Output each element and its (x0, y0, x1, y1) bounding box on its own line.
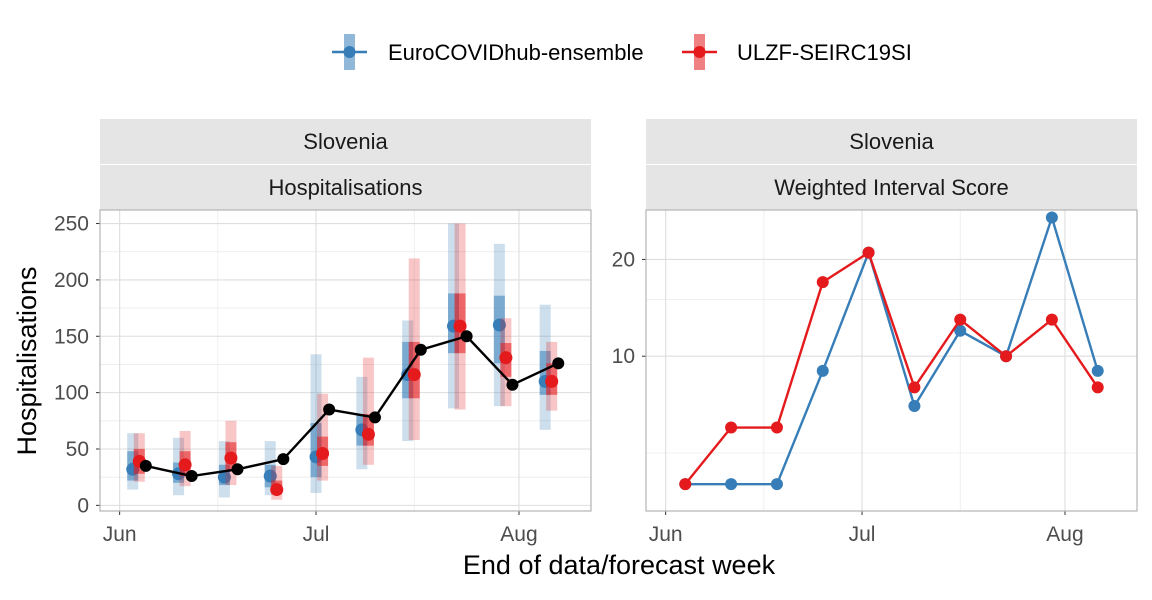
y-tick-label: 200 (54, 269, 89, 292)
outer-interval (362, 357, 374, 465)
wis-line (684, 250, 1099, 485)
right-panel-strips: Slovenia Weighted Interval Score (646, 119, 1137, 210)
observed-point (414, 343, 427, 356)
x-tick-label: Jun (649, 523, 683, 546)
inner-interval (310, 423, 322, 478)
y-tick-label: 250 (54, 213, 89, 236)
right-strip-bottom-label: Weighted Interval Score (774, 175, 1008, 200)
median-point (499, 351, 513, 365)
wis-point (725, 478, 738, 491)
inner-interval (539, 350, 551, 395)
x-axis-title: End of data/forecast week (463, 550, 776, 580)
observed-point (139, 459, 152, 472)
wis-point (725, 421, 738, 434)
legend-item-ensemble: EuroCOVIDhub-ensemble (332, 34, 644, 70)
right-strip-top-label: Slovenia (849, 129, 934, 154)
x-tick-label: Jun (103, 523, 137, 546)
median-point (361, 427, 375, 441)
observed-point (185, 470, 198, 483)
median-point (270, 483, 284, 497)
legend-item-ulzf: ULZF-SEIRC19SI (682, 34, 912, 70)
y-tick-label: 150 (54, 325, 89, 348)
y-tick-label: 100 (54, 382, 89, 405)
x-tick-label: Aug (1046, 523, 1083, 546)
median-point (178, 458, 192, 472)
right-strip-top (646, 119, 1137, 164)
legend: EuroCOVIDhub-ensemble ULZF-SEIRC19SI (332, 34, 912, 70)
panel-background (646, 210, 1137, 511)
median-point (217, 470, 231, 484)
wis-point (862, 246, 875, 259)
median-point (545, 374, 559, 388)
wis-point (770, 478, 783, 491)
y-axis-title: Hospitalisations (12, 266, 42, 455)
x-tick-label: Jul (303, 523, 330, 546)
median-point (263, 469, 277, 483)
wis-point (1045, 313, 1058, 326)
x-tick-label: Jul (849, 523, 876, 546)
wis-line (685, 213, 1099, 486)
median-point (316, 447, 330, 461)
y-tick-label: 10 (612, 345, 635, 368)
y-tick-label: 20 (612, 248, 635, 271)
left-panel-strips: Slovenia Hospitalisations (100, 119, 591, 210)
median-point (453, 319, 467, 333)
left-strip-top (100, 119, 591, 164)
observed-point (552, 357, 565, 370)
wis-point (679, 478, 692, 491)
observed-line (145, 334, 559, 478)
observed-point (506, 378, 519, 391)
wis-series-ulzf (679, 246, 1104, 491)
median-point (492, 318, 506, 332)
legend-key-ensemble-point (343, 46, 356, 58)
wis-point (1000, 350, 1013, 363)
wis-point (954, 313, 967, 326)
wis-point (1045, 211, 1058, 224)
median-point (407, 368, 421, 382)
wis-point (1091, 381, 1104, 394)
observed-point (368, 411, 381, 424)
y-tick-label: 50 (66, 438, 89, 461)
wis-point (816, 276, 829, 289)
y-tick-label: 0 (77, 494, 89, 517)
left-strip-bottom (100, 165, 591, 210)
left-panel-plot: 0 50 100 150 200 250 Jun Jul Aug (54, 209, 592, 546)
observed-point (460, 330, 473, 343)
right-strip-bottom (646, 165, 1137, 210)
left-strip-bottom-label: Hospitalisations (268, 175, 422, 200)
median-point (224, 451, 238, 465)
wis-point (908, 400, 921, 413)
legend-label-ensemble: EuroCOVIDhub-ensemble (388, 40, 644, 65)
wis-point (1091, 364, 1104, 377)
panel-border (99, 209, 592, 512)
x-tick-label: Aug (500, 523, 537, 546)
panel-border (645, 209, 1138, 512)
observed-point (231, 463, 244, 476)
observed-point (277, 453, 290, 466)
wis-point (770, 421, 783, 434)
legend-key-ulzf-point (693, 46, 706, 58)
observed-point (323, 403, 336, 416)
series-ulzf (132, 223, 559, 500)
wis-point (908, 381, 921, 394)
legend-label-ulzf: ULZF-SEIRC19SI (737, 40, 912, 65)
wis-point (816, 364, 829, 377)
wis-point (954, 324, 967, 337)
left-strip-top-label: Slovenia (303, 129, 388, 154)
right-panel-plot: 10 20 Jun Jul Aug (612, 209, 1138, 546)
